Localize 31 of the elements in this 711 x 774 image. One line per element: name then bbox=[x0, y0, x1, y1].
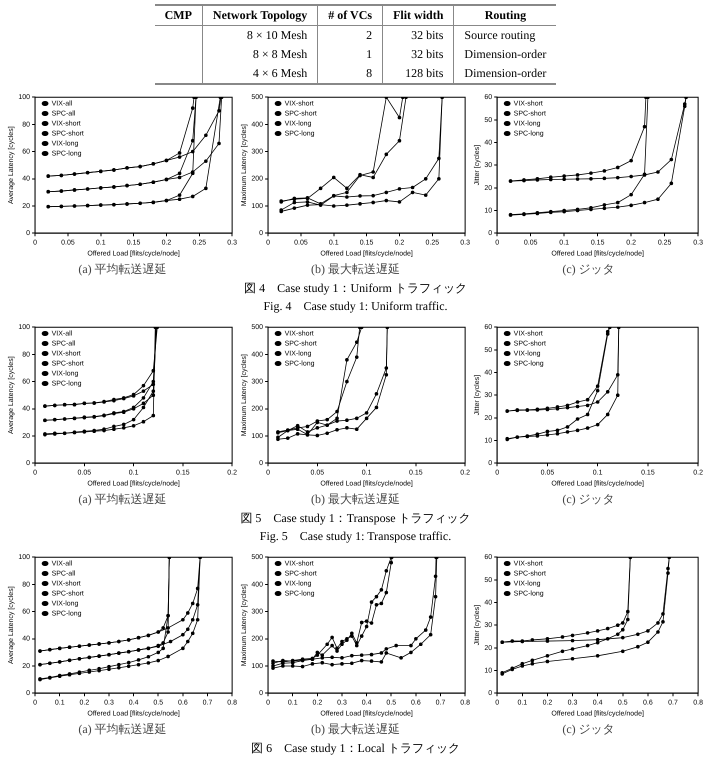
text: 1 bbox=[366, 47, 372, 61]
text: (b) 最大転送遅延 bbox=[310, 261, 401, 278]
category-label: Routing bbox=[454, 5, 556, 26]
category-label: Flit width bbox=[382, 5, 454, 26]
text: (c) ジッタ bbox=[561, 721, 616, 738]
caption: Fig. 4 Case study 1: Uniform traffic. bbox=[262, 298, 449, 315]
text: (a) 平均転送遅延 bbox=[77, 491, 168, 508]
text: 8 × 10 Mesh bbox=[246, 28, 308, 42]
category-label: CMP bbox=[164, 7, 193, 24]
category-label: # of VCs bbox=[318, 5, 383, 26]
text: Source routing bbox=[464, 28, 536, 42]
text: 2 bbox=[366, 28, 372, 42]
caption: 図 5 Case study 1：Transpose トラフィック bbox=[239, 510, 472, 527]
text: 8 bbox=[366, 66, 372, 80]
text: 32 bits bbox=[411, 47, 444, 61]
text: 128 bits bbox=[405, 66, 444, 80]
text: (c) ジッタ bbox=[561, 261, 616, 278]
caption: 図 6 Case study 1：Local トラフィック bbox=[250, 740, 461, 757]
text: 32 bits bbox=[411, 28, 444, 42]
text: (a) 平均転送遅延 bbox=[77, 721, 168, 738]
caption: Fig. 5 Case study 1: Transpose traffic. bbox=[258, 528, 452, 545]
text: Dimension-order bbox=[464, 47, 546, 61]
text: Dimension-order bbox=[464, 66, 546, 80]
text: (a) 平均転送遅延 bbox=[77, 261, 168, 278]
text: (c) ジッタ bbox=[561, 491, 616, 508]
text: (b) 最大転送遅延 bbox=[310, 491, 401, 508]
category-label: Network Topology bbox=[202, 5, 318, 26]
text: 4 × 6 Mesh bbox=[252, 66, 308, 80]
caption: 図 4 Case study 1：Uniform トラフィック bbox=[243, 280, 468, 297]
text: 8 × 8 Mesh bbox=[252, 47, 308, 61]
text: (b) 最大転送遅延 bbox=[310, 721, 401, 738]
